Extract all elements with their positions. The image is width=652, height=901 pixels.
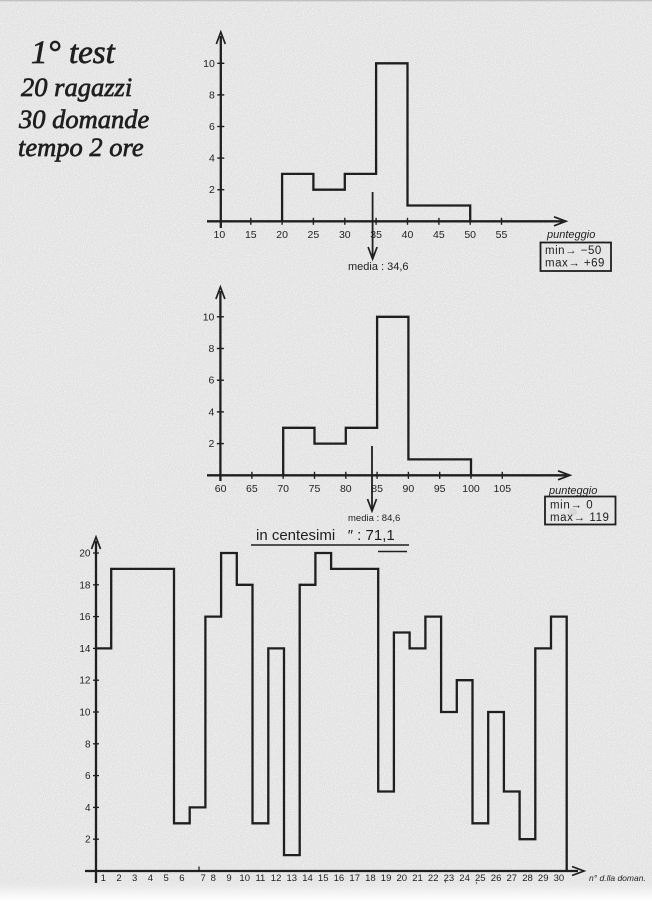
svg-text:18: 18 [365,873,376,884]
svg-text:20: 20 [276,229,288,241]
svg-text:14: 14 [302,873,313,884]
svg-text:60: 60 [215,483,227,495]
svg-text:5: 5 [163,873,168,884]
svg-text:95: 95 [434,483,446,495]
svg-text:30: 30 [554,873,565,884]
svg-text:23: 23 [444,873,455,884]
svg-text:16: 16 [79,612,91,623]
svg-text:2: 2 [85,835,91,846]
svg-text:10: 10 [79,708,91,719]
svg-text:10: 10 [203,311,215,323]
svg-text:75: 75 [309,483,321,495]
svg-text:punteggio: punteggio [548,485,597,497]
svg-text:10: 10 [214,229,226,241]
svg-text:17: 17 [349,873,360,884]
svg-text:18: 18 [79,580,91,591]
svg-text:13: 13 [287,873,298,884]
svg-text:30: 30 [339,229,351,241]
svg-text:6: 6 [209,375,215,387]
svg-text:2: 2 [209,438,215,450]
svg-text:80: 80 [340,483,352,495]
svg-text:29: 29 [538,873,549,884]
svg-text:4: 4 [85,803,91,814]
svg-text:8: 8 [85,739,91,750]
svg-text:90: 90 [403,483,415,495]
svg-text:n° d.lla doman.: n° d.lla doman. [589,873,646,883]
svg-text:8: 8 [209,343,215,355]
svg-text:max→ +69: max→ +69 [545,258,605,270]
svg-text:8: 8 [209,89,215,101]
svg-text:15: 15 [245,229,257,241]
svg-text:1: 1 [101,873,106,884]
svg-text:21: 21 [412,873,423,884]
svg-text:6: 6 [85,771,91,782]
svg-text:35: 35 [370,229,382,241]
svg-text:45: 45 [433,229,445,241]
svg-text:26: 26 [491,873,502,884]
svg-text:4: 4 [209,153,215,165]
svg-text:15: 15 [318,873,329,884]
svg-text:min→ 0: min→ 0 [550,500,593,512]
svg-text:27: 27 [507,873,518,884]
svg-text:55: 55 [496,229,508,241]
svg-text:3: 3 [132,873,137,884]
svg-text:40: 40 [402,229,414,241]
svg-text:2: 2 [116,873,121,884]
svg-text:16: 16 [334,873,345,884]
svg-text:6: 6 [179,873,184,884]
svg-text:28: 28 [522,873,533,884]
svg-text:4: 4 [148,873,153,884]
svg-text:50: 50 [464,229,476,241]
svg-text:6: 6 [209,121,215,133]
svg-text:10: 10 [239,873,250,884]
svg-text:24: 24 [459,873,470,884]
svg-text:12: 12 [79,676,91,687]
svg-text:7: 7 [200,873,205,884]
svg-text:30 domande: 30 domande [18,104,150,134]
svg-text:9: 9 [226,873,231,884]
svg-text:20: 20 [397,873,408,884]
svg-text:media : 84,6: media : 84,6 [348,513,400,524]
svg-text:19: 19 [381,873,392,884]
svg-text:25: 25 [475,873,486,884]
svg-text:punteggio: punteggio [546,229,595,241]
svg-text:100: 100 [462,483,480,495]
svg-text:70: 70 [277,483,289,495]
svg-text:,: , [475,875,478,885]
svg-text:12: 12 [271,873,282,884]
svg-text:,: , [444,874,447,884]
svg-text:1° test: 1° test [31,35,116,71]
svg-text:10: 10 [203,58,215,70]
svg-text:8: 8 [211,873,216,884]
svg-text:media : 34,6: media : 34,6 [348,261,409,273]
svg-text:14: 14 [79,644,91,655]
svg-text:11: 11 [255,873,265,884]
svg-text:85: 85 [371,483,383,495]
svg-text:min→ −50: min→ −50 [545,245,602,257]
svg-text:in centesimi ″ : 71,1: in centesimi ″ : 71,1 [256,527,395,544]
svg-text:tempo 2 ore: tempo 2 ore [18,132,144,162]
svg-text:max→ 119: max→ 119 [550,512,610,524]
svg-text:4: 4 [209,406,215,418]
svg-text:65: 65 [246,483,258,495]
svg-text:105: 105 [494,483,512,495]
svg-text:22: 22 [428,873,439,884]
svg-text:20: 20 [79,549,91,560]
svg-text:2: 2 [209,184,215,196]
svg-text:20 ragazzi: 20 ragazzi [21,72,132,102]
svg-text:25: 25 [308,229,320,241]
